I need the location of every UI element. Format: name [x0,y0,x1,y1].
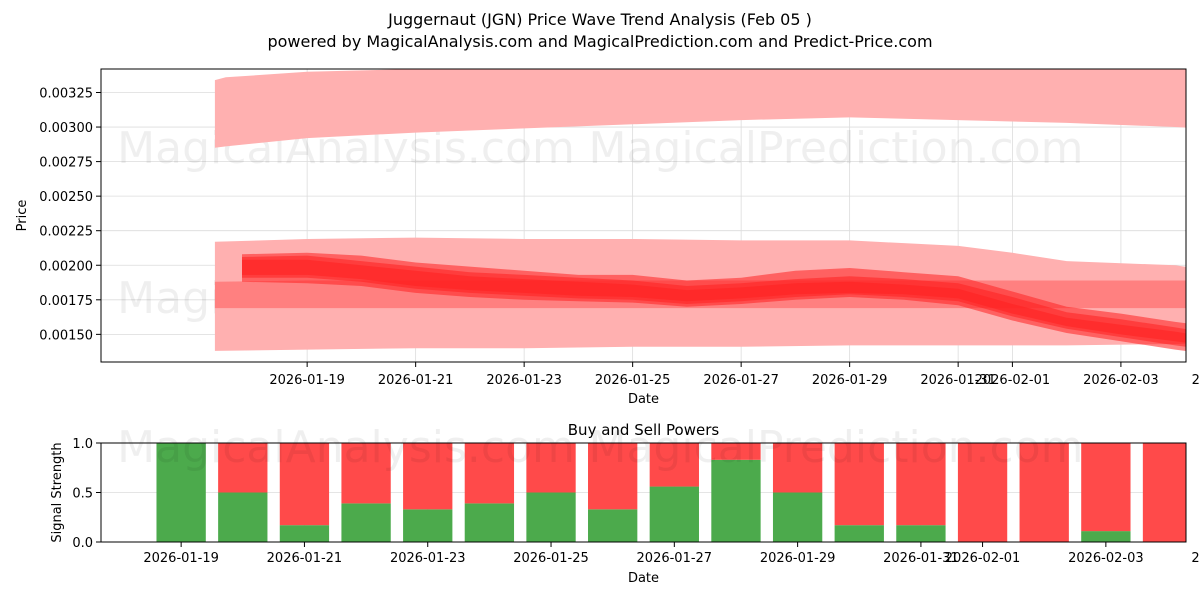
upper-price-band [214,69,1186,148]
signal-x-tick-label: 2026-01-23 [390,551,466,566]
signal-y-axis-label: Signal Strength [50,442,65,542]
buy-power-bar [218,492,268,542]
signal-x-tick-label: 2026-01-25 [513,551,589,566]
buy-power-bar [1081,531,1131,542]
watermark-text: MagicalPrediction.com [589,123,1084,174]
buy-power-bar [588,509,638,542]
signal-x-tick-label: 2026-02-03 [1068,551,1144,566]
buy-power-bar [403,509,453,542]
sell-power-bar [711,443,761,460]
price-x-axis-label: Date [628,392,659,407]
signal-x-tick-label: 2026-02-01 [945,551,1021,566]
sell-power-bar [772,443,823,493]
price-x-tick-label: 2026-01-23 [486,373,562,388]
buy-power-bar [649,486,699,542]
buy-power-bar [341,503,391,542]
sell-power-bar [279,443,330,526]
sell-power-bar [649,443,699,487]
buy-power-bar [896,525,946,542]
price-y-tick-label: 0.00325 [39,86,93,101]
buy-power-bar [772,492,823,542]
sell-power-bar [1142,443,1186,542]
sell-power-bar [403,443,453,510]
price-y-tick-label: 0.00250 [39,190,93,205]
price-y-axis-label: Price [15,200,30,232]
signal-x-tick-label: 2026-01-27 [637,551,713,566]
signal-x-tick-label: 2026-01-31 [883,551,959,566]
price-series [214,69,1186,351]
price-y-tick-label: 0.00300 [39,121,93,136]
sell-power-bar [588,443,638,510]
sell-power-bar [834,443,884,526]
sell-power-bar [957,443,1008,542]
price-y-tick-label: 0.00275 [39,156,93,171]
signal-y-tick-label: 0.5 [72,487,93,502]
price-x-tick-label: 2026-01-29 [812,373,888,388]
price-y-tick-label: 0.00150 [39,328,93,343]
price-y-tick-label: 0.00175 [39,294,93,309]
sell-power-bar [218,443,268,493]
signal-x-tick-label: 2026-01-19 [143,551,219,566]
watermark-text: MagicalAnalysis.com [117,422,575,473]
signal-x-tick-label: 2026-02-05 [1191,551,1200,566]
price-y-tick-label: 0.00200 [39,259,93,274]
buy-power-bar [711,459,761,542]
signal-y-tick-label: 1.0 [72,437,93,452]
signal-chart-title: Buy and Sell Powers [568,421,720,439]
price-y-tick-label: 0.00225 [39,225,93,240]
price-x-tick-label: 2026-01-25 [595,373,671,388]
price-x-tick-label: 2026-01-19 [269,373,345,388]
chart-title: Juggernaut (JGN) Price Wave Trend Analys… [387,10,812,29]
sell-power-bar [526,443,576,493]
price-axes-frame [100,68,1187,363]
signal-y-tick-label: 0.0 [72,536,93,551]
buy-power-bar [156,443,206,542]
sell-power-bar [896,443,946,526]
sell-power-bar [1081,443,1131,532]
trend-wave-band [242,259,1186,343]
price-x-tick-label: 2026-02-03 [1083,373,1159,388]
buy-power-bar [279,525,330,542]
price-x-tick-label: 2026-01-31 [920,373,996,388]
sell-power-bar [1019,443,1069,542]
watermark-text: MagicalPrediction.com [589,422,1084,473]
price-x-tick-label: 2026-02-05 [1192,373,1200,388]
price-x-tick-label: 2026-01-27 [703,373,779,388]
sell-power-bar [464,443,515,504]
buy-power-bar [464,503,515,542]
buy-power-bar [834,525,884,542]
price-x-tick-label: 2026-02-01 [975,373,1051,388]
sell-power-bar [341,443,391,504]
buy-power-bar [526,492,576,542]
signal-x-tick-label: 2026-01-29 [760,551,836,566]
price-chart: MagicalAnalysis.com MagicalPrediction.com… [15,68,1200,407]
signal-bars [156,443,1186,542]
chart-subtitle: powered by MagicalAnalysis.com and Magic… [267,32,932,51]
signal-x-axis-label: Date [628,571,659,586]
price-x-tick-label: 2026-01-21 [378,373,454,388]
signal-x-tick-label: 2026-01-21 [267,551,343,566]
